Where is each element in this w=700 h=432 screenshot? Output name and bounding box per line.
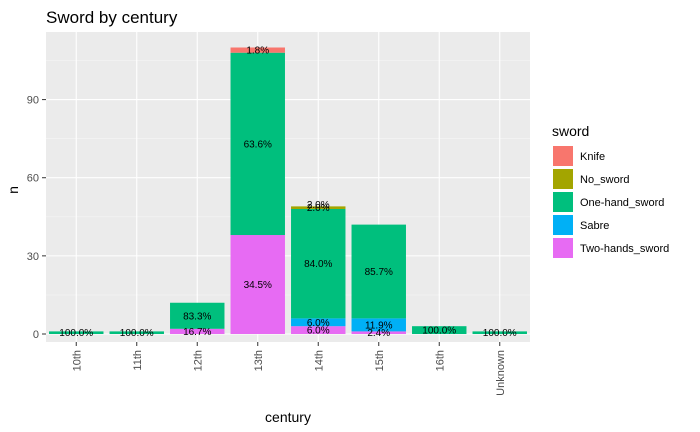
segment-label: 34.5% — [244, 280, 272, 291]
legend-label: One-hand_sword — [580, 197, 664, 209]
bar-segment — [351, 224, 406, 319]
x-tick-label: 12th — [192, 350, 204, 371]
x-tick-label: 15th — [374, 350, 386, 371]
segment-label: 100.0% — [483, 328, 517, 339]
plot-panel — [46, 32, 530, 342]
segment-label: 16.7% — [183, 327, 211, 338]
y-tick-label: 90 — [27, 95, 39, 107]
chart-title: Sword by century — [46, 8, 178, 27]
x-tick-label: 13th — [253, 350, 265, 371]
bar-segment — [170, 328, 225, 334]
x-axis: 10th 11th 12th 13th 14th 15th 16th Unknown — [71, 342, 507, 396]
x-axis-title: century — [265, 409, 311, 425]
x-tick-label: 14th — [313, 350, 325, 371]
y-tick-label: 30 — [27, 251, 39, 263]
legend-label: Sabre — [580, 220, 609, 232]
segment-label: 83.3% — [183, 311, 211, 322]
bar-segment — [230, 235, 285, 334]
x-tick-label: Unknown — [495, 350, 507, 396]
legend-label: Two-hands_sword — [580, 243, 669, 255]
legend: sword Knife No_sword One-hand_sword Sabre Tw… — [552, 123, 669, 258]
bar-segment — [230, 47, 285, 53]
legend-key — [553, 238, 573, 258]
segment-label: 6.0% — [307, 318, 330, 329]
bar-segment — [170, 302, 225, 329]
bar-segment — [291, 318, 346, 327]
bar-segment — [291, 208, 346, 319]
bar-segment — [49, 331, 104, 334]
segment-label: 63.6% — [244, 139, 272, 150]
segment-label: 84.0% — [304, 259, 332, 270]
y-axis: 0 30 60 90 — [27, 95, 46, 341]
y-tick-label: 60 — [27, 173, 39, 185]
bar-segment — [412, 326, 467, 334]
segment-labels: 100.0% 100.0% 16.7% 83.3% 34.5% 63.6% 1.8% 6.0%… — [59, 46, 517, 340]
bar-segment — [472, 331, 527, 334]
segment-label: 6.0% — [307, 326, 330, 337]
segment-label: 100.0% — [422, 326, 456, 337]
bar-segment — [230, 52, 285, 236]
segment-label: 85.7% — [365, 267, 393, 278]
segment-label: 1.8% — [246, 46, 269, 57]
x-tick-label: 10th — [71, 350, 83, 371]
legend-key — [553, 146, 573, 166]
bar-segment — [351, 331, 406, 334]
legend-key — [553, 169, 573, 189]
bars — [49, 47, 527, 334]
segment-label: 11.9% — [365, 320, 393, 331]
bar-segment — [109, 331, 164, 334]
legend-label: Knife — [580, 151, 605, 163]
legend-title: sword — [552, 123, 589, 139]
legend-key — [553, 215, 573, 235]
x-tick-label: 16th — [434, 350, 446, 371]
x-tick-label: 11th — [132, 350, 144, 371]
bar-segment — [291, 326, 346, 334]
segment-label: 2.0% — [307, 203, 330, 214]
segment-label: 100.0% — [120, 328, 154, 339]
bar-segment — [291, 206, 346, 209]
y-axis-title: n — [5, 186, 21, 194]
bar-segment — [351, 318, 406, 332]
y-tick-label: 0 — [33, 329, 39, 341]
segment-label: 2.0% — [307, 200, 330, 211]
segment-label: 2.4% — [367, 328, 390, 339]
legend-label: No_sword — [580, 174, 630, 186]
segment-label: 100.0% — [59, 328, 93, 339]
legend-key — [553, 192, 573, 212]
